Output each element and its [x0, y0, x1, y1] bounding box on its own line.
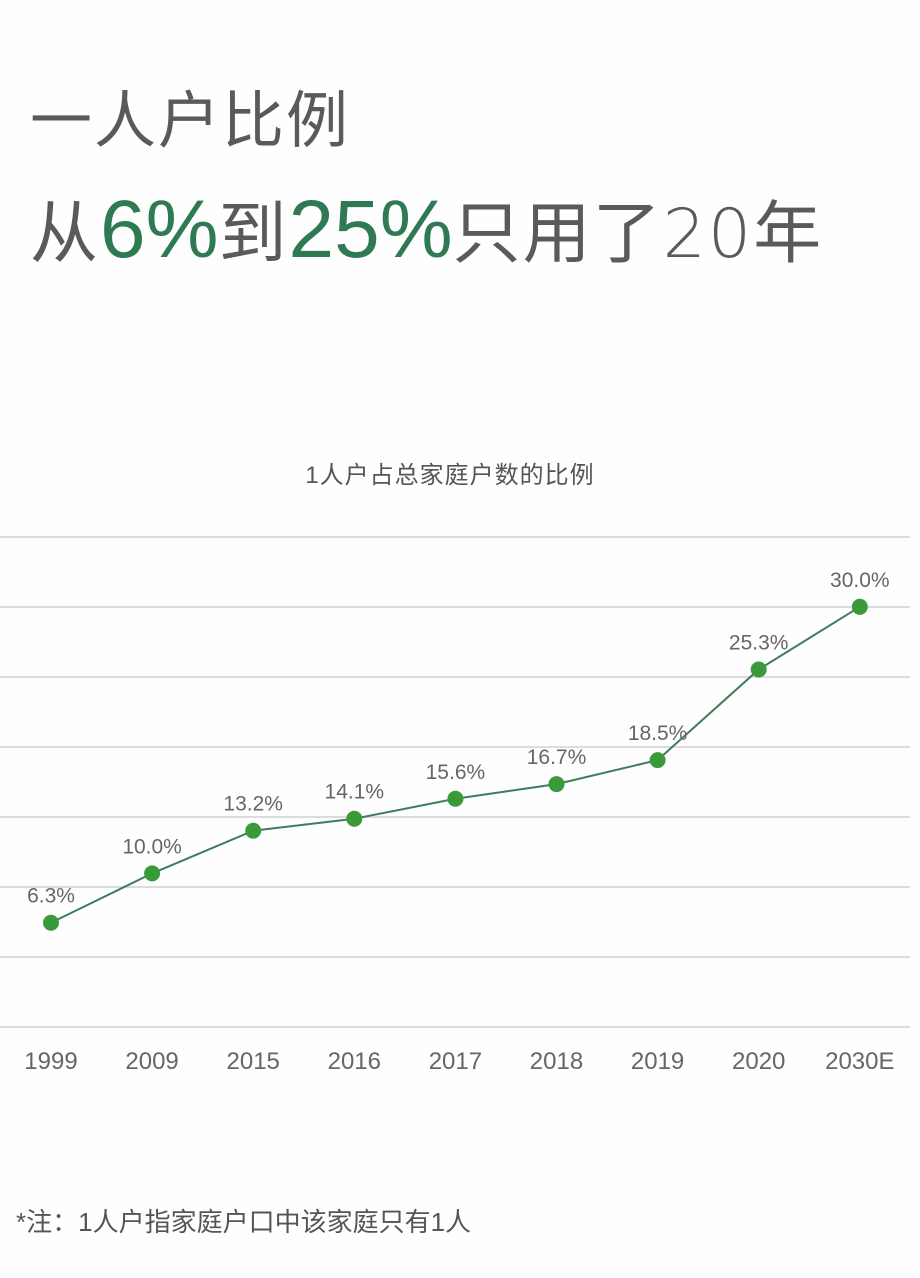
- x-tick-label: 1999: [24, 1048, 77, 1075]
- x-tick-label: 2020: [732, 1048, 785, 1075]
- data-label: 14.1%: [325, 781, 385, 804]
- x-tick-label: 2015: [227, 1048, 280, 1075]
- data-point-marker: [346, 810, 363, 827]
- x-tick-label: 2018: [530, 1048, 583, 1075]
- headline-line2: 从6%到25%只用了20年: [30, 178, 823, 277]
- data-point-marker: [144, 865, 161, 882]
- data-label: 16.7%: [527, 746, 587, 769]
- data-point-marker: [548, 776, 565, 793]
- data-point-marker: [649, 752, 666, 769]
- headline-mid: 到: [218, 195, 289, 274]
- x-tick-label: 2009: [125, 1048, 178, 1075]
- data-point-marker: [851, 598, 868, 615]
- data-label: 18.5%: [628, 722, 688, 745]
- data-label: 13.2%: [223, 793, 283, 816]
- footnote: *注：1人户指家庭户口中该家庭只有1人: [16, 1207, 472, 1237]
- headline-value-end: 25%: [288, 184, 453, 275]
- data-label: 25.3%: [729, 631, 789, 654]
- headline-prefix: 从: [30, 195, 101, 274]
- data-label: 15.6%: [426, 761, 486, 784]
- data-point-marker: [447, 790, 464, 807]
- data-label: 30.0%: [830, 569, 890, 592]
- data-label: 6.3%: [27, 885, 75, 908]
- headline-suffix: 只用了20年: [452, 195, 824, 274]
- x-tick-label: 2030E: [825, 1048, 894, 1075]
- chart-title: 1人户占总家庭户数的比例: [305, 462, 595, 489]
- headline-line1: 一人户比例: [30, 84, 351, 157]
- data-point-marker: [750, 661, 767, 678]
- x-tick-label: 2019: [631, 1048, 684, 1075]
- data-label: 10.0%: [122, 835, 182, 858]
- x-tick-label: 2017: [429, 1048, 482, 1075]
- x-tick-label: 2016: [328, 1048, 381, 1075]
- data-point-marker: [43, 914, 59, 931]
- headline-value-start: 6%: [100, 184, 219, 275]
- data-point-marker: [245, 822, 262, 839]
